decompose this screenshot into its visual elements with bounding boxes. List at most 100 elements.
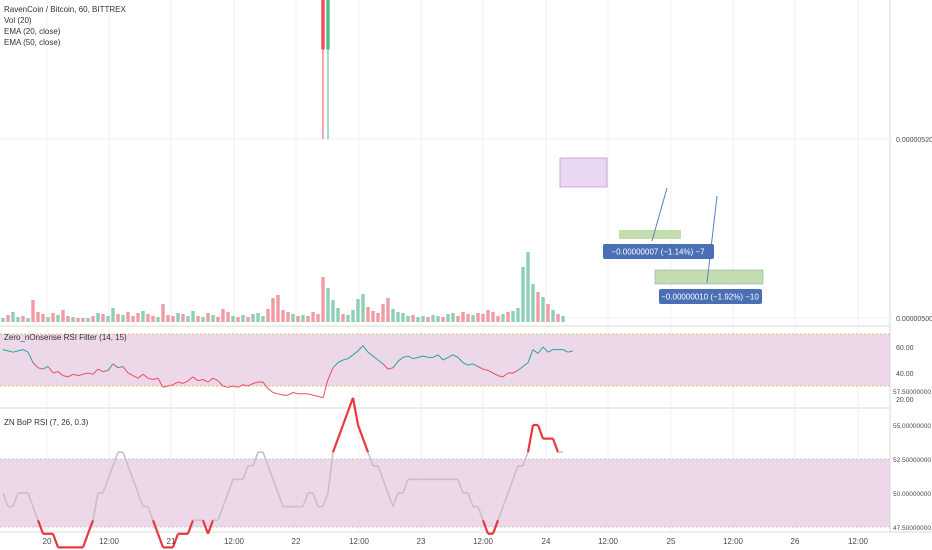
bop-segment bbox=[122, 451, 129, 467]
rsi-segment bbox=[292, 392, 299, 395]
volume-bar bbox=[341, 314, 345, 322]
rsi-segment bbox=[67, 373, 74, 378]
bop-rsi-pane[interactable] bbox=[0, 397, 890, 549]
price-pane[interactable]: −0.00000007 (−1.14%) −7 −0.00000010 (−1.9… bbox=[0, 0, 890, 304]
chart-legend: RavenCoin / Bitcoin, 60, BITTREX Vol (20… bbox=[4, 4, 126, 48]
bop-segment bbox=[502, 492, 509, 507]
volume-bar bbox=[181, 314, 185, 322]
candle-body bbox=[321, 0, 325, 50]
volume-bar bbox=[446, 314, 450, 322]
bop-segment bbox=[81, 533, 90, 548]
rsi-segment bbox=[352, 350, 359, 356]
rsi-segment bbox=[17, 349, 24, 352]
volume-bar bbox=[26, 318, 30, 322]
rsi-segment bbox=[517, 366, 524, 371]
rsi-segment bbox=[87, 372, 94, 375]
rsi-segment bbox=[362, 345, 369, 353]
bop-segment bbox=[526, 424, 535, 453]
time-tick-label: 12:00 bbox=[723, 537, 744, 546]
rsi-segment bbox=[402, 355, 409, 358]
volume-bar bbox=[286, 312, 290, 322]
time-tick-label: 12:00 bbox=[848, 537, 869, 546]
rsi-segment bbox=[267, 388, 274, 393]
volume-bar bbox=[376, 313, 380, 322]
volume-bar bbox=[441, 317, 445, 322]
bop-segment bbox=[341, 411, 350, 426]
volume-bar bbox=[476, 313, 480, 322]
bop-segment bbox=[107, 465, 114, 480]
volume-bar bbox=[331, 300, 335, 322]
bop-segment bbox=[206, 519, 215, 535]
volume-bar bbox=[406, 316, 410, 322]
rsi-segment bbox=[72, 373, 79, 377]
volume-bar bbox=[281, 310, 285, 322]
volume-bar bbox=[131, 316, 135, 322]
volume-bar bbox=[506, 312, 510, 322]
candle-body bbox=[326, 0, 330, 50]
volume-bar bbox=[51, 313, 55, 322]
bop-segment bbox=[86, 519, 95, 535]
volume-bar bbox=[46, 317, 50, 322]
volume-bar bbox=[266, 309, 270, 322]
rsi-segment bbox=[2, 349, 9, 352]
rsi-segment bbox=[217, 380, 224, 387]
bop-segment bbox=[392, 492, 399, 507]
volume-bar bbox=[561, 316, 565, 322]
volume-bar bbox=[391, 309, 395, 322]
volume-bar bbox=[71, 317, 75, 322]
bop-segment bbox=[171, 533, 180, 548]
volume-bar bbox=[91, 316, 95, 322]
bop-segment bbox=[491, 519, 500, 535]
vol-indicator-label[interactable]: Vol (20) bbox=[4, 16, 32, 25]
volume-bar bbox=[231, 316, 235, 322]
volume-bar bbox=[516, 308, 520, 322]
ema50-indicator-label[interactable]: EMA (50, close) bbox=[4, 38, 61, 47]
rsi-segment bbox=[42, 366, 49, 370]
volume-bar bbox=[536, 292, 540, 322]
rsi-segment bbox=[387, 367, 394, 370]
volume-bar bbox=[326, 288, 330, 322]
volume-bar bbox=[156, 317, 160, 322]
symbol-title[interactable]: RavenCoin / Bitcoin, 60, BITTREX bbox=[4, 5, 126, 14]
volume-bar bbox=[276, 295, 280, 322]
volume-bar bbox=[466, 314, 470, 322]
rsi-segment bbox=[452, 354, 459, 358]
bop-segment bbox=[267, 465, 274, 480]
rsi-tick-label: 20.00 bbox=[896, 397, 914, 404]
volume-bar bbox=[451, 313, 455, 322]
volume-bar bbox=[321, 277, 325, 322]
bop-segment bbox=[92, 492, 99, 521]
rsi-segment bbox=[147, 377, 154, 380]
rsi-segment bbox=[22, 349, 29, 353]
rsi-segment bbox=[447, 354, 454, 358]
bop-segment bbox=[467, 492, 474, 507]
volume-bar bbox=[421, 316, 425, 322]
time-tick-label: 12:00 bbox=[349, 537, 370, 546]
rsi-segment bbox=[127, 372, 134, 377]
bop-segment bbox=[387, 492, 394, 507]
rsi-segment bbox=[377, 359, 384, 365]
measure-label: −0.00000007 (−1.14%) −7 bbox=[611, 248, 705, 257]
volume-bar bbox=[251, 314, 255, 322]
volume-bar bbox=[366, 307, 370, 322]
volume-bar bbox=[66, 316, 70, 322]
volume-bar bbox=[256, 313, 260, 322]
bop-rsi-title[interactable]: ZN BoP RSI (7, 26, 0.3) bbox=[4, 418, 89, 427]
bop-segment bbox=[252, 451, 259, 467]
ema20-indicator-label[interactable]: EMA (20, close) bbox=[4, 27, 61, 36]
volume-bar bbox=[6, 315, 10, 322]
time-tick-label: 12:00 bbox=[598, 537, 619, 546]
volume-bar bbox=[81, 318, 85, 322]
rsi-filter-pane[interactable] bbox=[0, 333, 890, 399]
bop-segment bbox=[242, 465, 249, 480]
measure-label-bg bbox=[603, 244, 714, 259]
rsi-segment bbox=[237, 384, 244, 388]
volume-bar bbox=[151, 316, 155, 322]
rsi-segment bbox=[47, 366, 54, 374]
rsi-segment bbox=[412, 356, 419, 360]
rsi-segment bbox=[432, 354, 439, 358]
rsi-filter-title[interactable]: Zero_nOnsense RSI Filter (14, 15) bbox=[4, 333, 127, 342]
volume-bar bbox=[336, 308, 340, 322]
bop-segment bbox=[346, 397, 355, 412]
